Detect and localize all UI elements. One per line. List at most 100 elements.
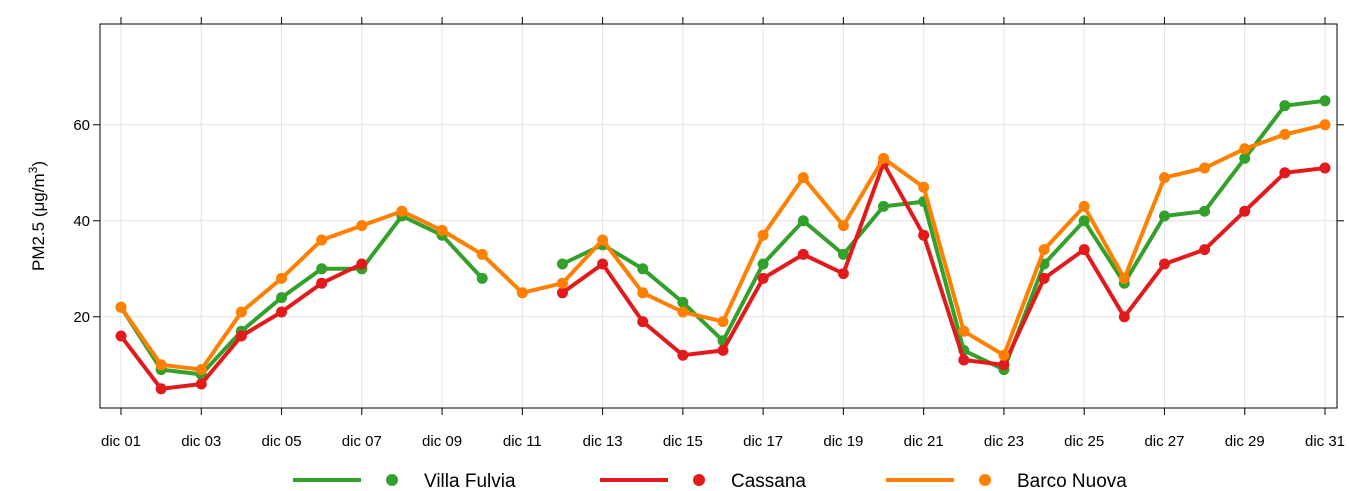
data-point <box>1158 172 1170 184</box>
legend-label: Villa Fulvia <box>424 471 516 491</box>
data-point <box>717 344 729 356</box>
x-tick-label: dic 23 <box>984 433 1024 450</box>
data-point <box>1038 244 1050 256</box>
y-axis-title-base: PM2.5 ( <box>29 211 48 271</box>
data-point <box>155 383 167 395</box>
data-point <box>1239 143 1251 155</box>
data-point <box>115 301 127 313</box>
plot-frame <box>99 23 1338 409</box>
data-point <box>998 349 1010 361</box>
y-axis-title-superscript: 3 <box>26 166 40 173</box>
data-point <box>195 364 207 376</box>
data-point <box>1078 244 1090 256</box>
y-axis-title-close: ) <box>29 161 48 167</box>
series-line <box>560 161 1327 367</box>
data-point <box>597 234 609 246</box>
legend-label: Cassana <box>731 471 806 491</box>
y-tick-label: 40 <box>73 213 90 230</box>
data-point <box>1118 311 1130 323</box>
data-point <box>556 258 568 270</box>
series-cassana <box>115 157 1331 395</box>
series-layer <box>115 95 1331 395</box>
data-point <box>1279 100 1291 112</box>
x-tick-label: dic 05 <box>262 433 302 450</box>
legend-entry: Villa Fulvia <box>293 471 516 491</box>
data-point <box>757 229 769 241</box>
data-point <box>757 258 769 270</box>
data-point <box>1319 95 1331 107</box>
x-tick-label: dic 13 <box>583 433 623 450</box>
data-point <box>1239 152 1251 164</box>
legend-label: Barco Nuova <box>1017 471 1127 491</box>
x-tick-label: dic 07 <box>342 433 382 450</box>
legend-point-key <box>693 474 705 486</box>
legend-entry: Barco Nuova <box>886 471 1127 491</box>
data-point <box>797 248 809 260</box>
x-tick-label: dic 31 <box>1305 433 1345 450</box>
data-point <box>637 263 649 275</box>
data-point <box>436 224 448 236</box>
y-axis-title-unit: g/m <box>29 173 48 201</box>
data-point <box>155 359 167 371</box>
data-point <box>276 292 288 304</box>
x-tick-label: dic 15 <box>663 433 703 450</box>
data-point <box>356 220 368 232</box>
data-point <box>837 248 849 260</box>
data-point <box>637 316 649 328</box>
data-point <box>195 378 207 390</box>
data-point <box>1319 162 1331 174</box>
x-tick-label: dic 03 <box>181 433 221 450</box>
data-point <box>1279 128 1291 140</box>
data-point <box>396 205 408 217</box>
axis-ticks: dic 01 dic 03 dic 05 dic 07 dic 09 dic 11 dic … <box>73 17 1345 450</box>
data-point <box>958 325 970 337</box>
legend: Villa Fulvia Cassana Barco Nuova <box>293 471 1127 491</box>
data-point <box>556 277 568 289</box>
data-point <box>476 248 488 260</box>
data-point <box>1158 258 1170 270</box>
x-tick-label: dic 29 <box>1225 433 1265 450</box>
data-point <box>1239 205 1251 217</box>
x-tick-label: dic 01 <box>101 433 141 450</box>
x-tick-label: dic 17 <box>743 433 783 450</box>
data-point <box>235 306 247 318</box>
legend-point-key <box>979 474 991 486</box>
data-point <box>276 306 288 318</box>
data-point <box>757 272 769 284</box>
data-point <box>1199 205 1211 217</box>
data-point <box>1319 119 1331 131</box>
legend-entry: Cassana <box>600 471 806 491</box>
series-line <box>560 98 1327 372</box>
data-point <box>356 258 368 270</box>
data-point <box>316 277 328 289</box>
y-axis-title: PM2.5 (μg/m3) <box>26 161 48 271</box>
data-point <box>1038 272 1050 284</box>
legend-point-key <box>386 474 398 486</box>
data-point <box>1158 210 1170 222</box>
data-point <box>1078 215 1090 227</box>
series-barco-nuova <box>115 119 1331 376</box>
data-point <box>677 296 689 308</box>
data-point <box>797 215 809 227</box>
data-point <box>958 354 970 366</box>
data-point <box>1199 244 1211 256</box>
data-point <box>637 287 649 299</box>
data-point <box>717 316 729 328</box>
data-point <box>1279 167 1291 179</box>
data-point <box>235 330 247 342</box>
data-point <box>1118 272 1130 284</box>
series-line <box>119 214 485 377</box>
data-point <box>878 152 890 164</box>
x-tick-label: dic 21 <box>904 433 944 450</box>
data-point <box>316 263 328 275</box>
data-point <box>597 258 609 270</box>
series-villa-fulvia <box>115 95 1331 380</box>
data-point <box>677 306 689 318</box>
y-axis-title-mu: μ <box>29 202 48 212</box>
y-tick-label: 60 <box>73 117 90 134</box>
data-point <box>918 181 930 193</box>
data-point <box>918 229 930 241</box>
data-point <box>115 330 127 342</box>
data-point <box>476 272 488 284</box>
